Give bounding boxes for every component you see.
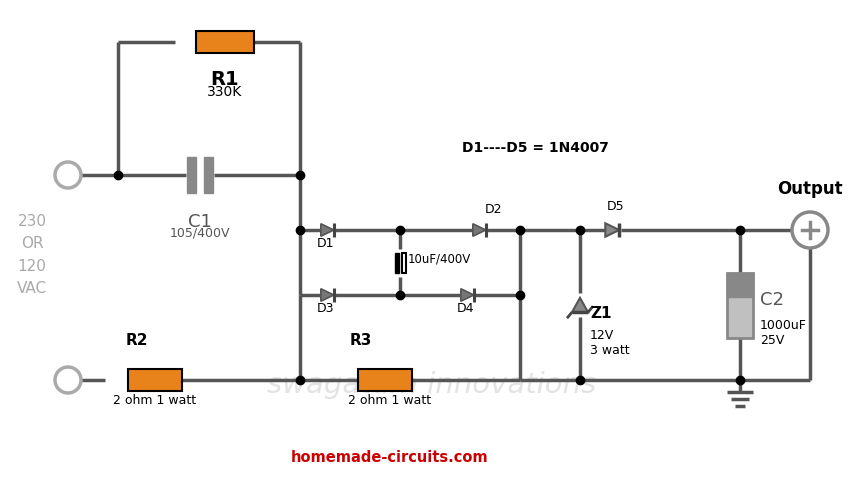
Text: R1: R1 (211, 70, 240, 89)
Text: R2: R2 (125, 333, 148, 348)
Circle shape (792, 212, 828, 248)
Text: 12V
3 watt: 12V 3 watt (590, 329, 630, 357)
Text: 10uF/400V: 10uF/400V (408, 252, 471, 265)
Text: D3: D3 (317, 302, 335, 315)
FancyBboxPatch shape (358, 369, 412, 391)
Text: 1000uF
25V: 1000uF 25V (760, 319, 807, 347)
FancyBboxPatch shape (204, 157, 213, 193)
Text: 330K: 330K (208, 85, 242, 99)
Text: R3: R3 (350, 333, 372, 348)
Text: D2: D2 (485, 203, 503, 216)
Text: D1: D1 (317, 237, 335, 250)
FancyBboxPatch shape (395, 252, 399, 273)
Circle shape (55, 367, 81, 393)
Text: Z1: Z1 (590, 306, 612, 320)
Text: D4: D4 (458, 302, 475, 315)
Text: 105/400V: 105/400V (170, 227, 230, 240)
Polygon shape (321, 224, 334, 236)
Text: C2: C2 (760, 291, 784, 309)
Circle shape (55, 162, 81, 188)
Polygon shape (473, 224, 486, 236)
Text: D5: D5 (607, 200, 625, 213)
Text: C1: C1 (188, 213, 212, 231)
Polygon shape (606, 223, 619, 237)
Text: swagatam innovations: swagatam innovations (267, 371, 597, 399)
Text: D1----D5 = 1N4007: D1----D5 = 1N4007 (462, 141, 609, 155)
Polygon shape (321, 289, 334, 301)
FancyBboxPatch shape (187, 157, 196, 193)
Text: 230
OR
120
VAC: 230 OR 120 VAC (17, 214, 47, 296)
FancyBboxPatch shape (402, 252, 406, 273)
FancyBboxPatch shape (727, 273, 753, 297)
Polygon shape (461, 289, 474, 301)
Polygon shape (572, 298, 588, 312)
FancyBboxPatch shape (128, 369, 182, 391)
Text: Output: Output (777, 180, 843, 198)
Text: 2 ohm 1 watt: 2 ohm 1 watt (349, 394, 432, 407)
FancyBboxPatch shape (196, 31, 254, 53)
Text: 2 ohm 1 watt: 2 ohm 1 watt (113, 394, 196, 407)
FancyBboxPatch shape (727, 273, 753, 338)
Text: homemade-circuits.com: homemade-circuits.com (292, 451, 489, 465)
